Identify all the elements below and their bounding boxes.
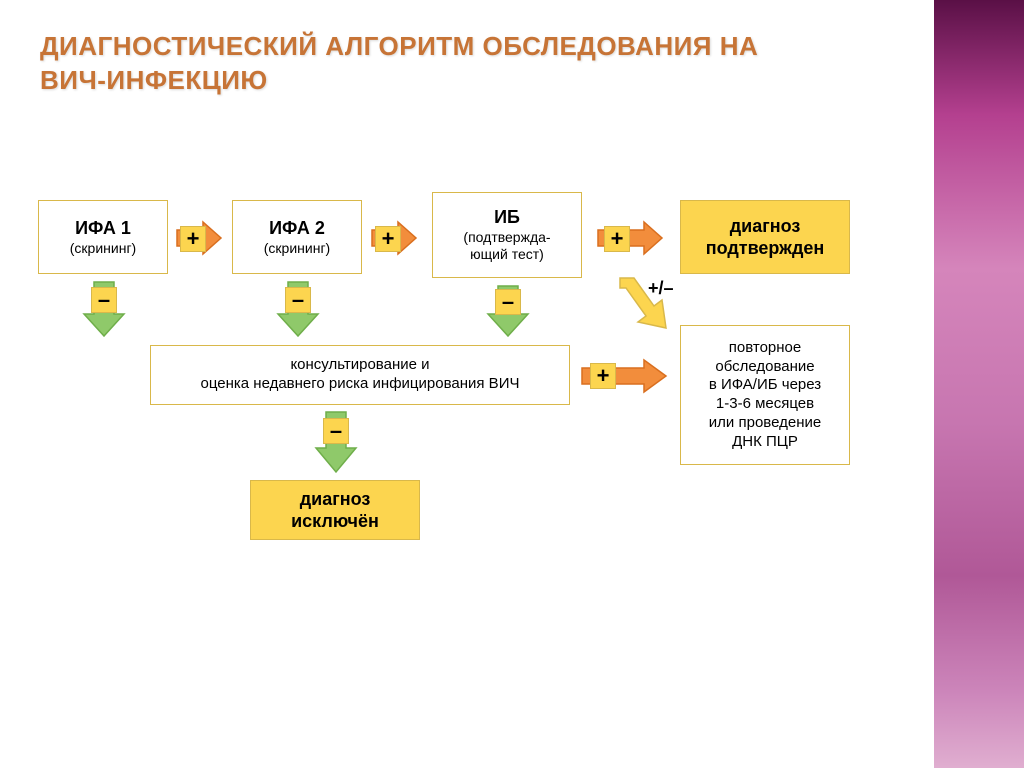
confirmed-l2: подтвержден <box>706 237 825 260</box>
confirmed-l1: диагноз <box>730 215 801 238</box>
ifa2-title: ИФА 2 <box>269 217 325 240</box>
right-accent <box>934 0 1024 768</box>
node-excluded: диагноз исключён <box>250 480 420 540</box>
ifa1-title: ИФА 1 <box>75 217 131 240</box>
minus-1: – <box>91 287 117 313</box>
title-line2: ВИЧ-ИНФЕКЦИЮ <box>40 65 268 95</box>
minus-4: – <box>323 418 349 444</box>
plus-1: + <box>180 226 206 252</box>
consult-text: консультирование и оценка недавнего риск… <box>201 356 520 394</box>
plus-2: + <box>375 226 401 252</box>
plus-4: + <box>590 363 616 389</box>
title-line1: ДИАГНОСТИЧЕСКИЙ АЛГОРИТМ ОБСЛЕДОВАНИЯ НА <box>40 31 758 61</box>
pm-label: +/– <box>648 278 674 299</box>
ib-sub2: ющий тест) <box>470 246 544 264</box>
ib-sub1: (подтвержда- <box>463 229 550 247</box>
plus-3: + <box>604 226 630 252</box>
ifa2-sub: (скрининг) <box>264 240 330 258</box>
minus-3: – <box>495 289 521 315</box>
ib-title: ИБ <box>494 206 520 229</box>
slide-title: ДИАГНОСТИЧЕСКИЙ АЛГОРИТМ ОБСЛЕДОВАНИЯ НА… <box>40 30 758 98</box>
node-confirmed: диагноз подтвержден <box>680 200 850 274</box>
minus-2: – <box>285 287 311 313</box>
node-ib: ИБ (подтвержда- ющий тест) <box>432 192 582 278</box>
node-consult: консультирование и оценка недавнего риск… <box>150 345 570 405</box>
repeat-text: повторное обследование в ИФА/ИБ через 1-… <box>709 339 821 452</box>
node-ifa1: ИФА 1 (скрининг) <box>38 200 168 274</box>
node-ifa2: ИФА 2 (скрининг) <box>232 200 362 274</box>
ifa1-sub: (скрининг) <box>70 240 136 258</box>
excluded-l2: исключён <box>291 510 379 533</box>
excluded-l1: диагноз <box>300 488 371 511</box>
node-repeat: повторное обследование в ИФА/ИБ через 1-… <box>680 325 850 465</box>
